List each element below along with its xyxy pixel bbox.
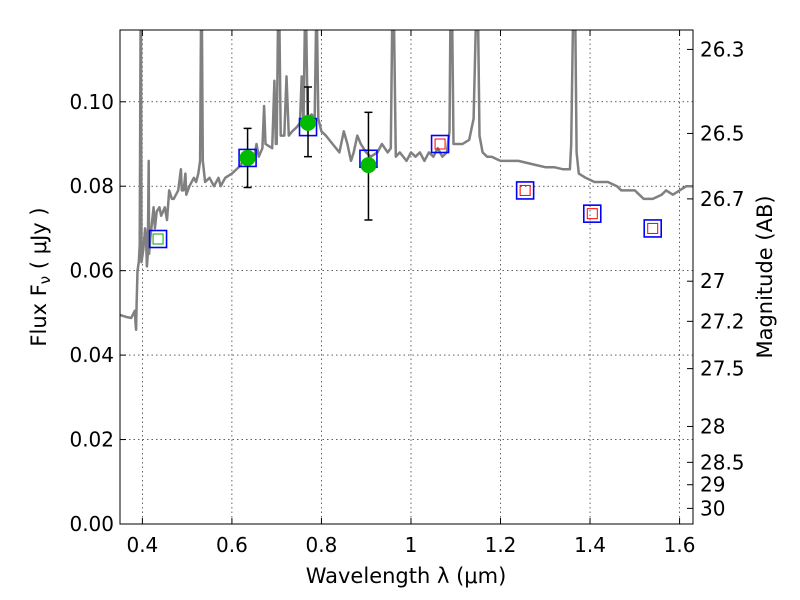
y-tick-label: 0.06 (69, 259, 114, 283)
y-tick-label: 0.10 (69, 90, 114, 114)
observed-flux-marker (647, 222, 659, 234)
right-tick-label: 26.7 (700, 187, 745, 211)
measured-flux-point (239, 149, 256, 166)
y-tick-label: 0.02 (69, 428, 114, 452)
measured-flux-point (300, 114, 317, 131)
template-spectrum-line (120, 30, 693, 332)
y-tick-label: 0.00 (69, 512, 114, 536)
right-tick-label: 26.3 (700, 37, 745, 61)
detection-limit-marker (152, 233, 164, 245)
observed-flux-marker (586, 208, 598, 220)
right-tick-label: 27 (700, 269, 725, 293)
x-tick-label: 0.8 (306, 533, 338, 557)
right-tick-label: 30 (700, 496, 725, 520)
plot-area (120, 30, 693, 332)
right-tick-label: 29 (700, 473, 725, 497)
right-tick-label: 27.2 (700, 309, 745, 333)
x-tick-label: 0.4 (126, 533, 158, 557)
right-tick-label: 28.5 (700, 450, 745, 474)
model-flux-marker (643, 219, 663, 238)
y-tick-label: 0.08 (69, 174, 114, 198)
y-axis-label-left-sub: ν (36, 276, 54, 284)
x-tick-label: 0.6 (216, 533, 248, 557)
x-axis-label: Wavelength λ (μm) (306, 564, 507, 588)
x-tick-label: 1 (405, 533, 418, 557)
model-flux-marker (430, 134, 450, 154)
y-tick-label: 0.04 (69, 343, 114, 367)
plot-frame (119, 29, 694, 525)
model-flux-marker (582, 204, 602, 223)
y-axis-label-left: Flux Fν ( μJy ) (27, 207, 54, 346)
x-tick-label: 1.2 (485, 533, 517, 557)
model-flux-marker (515, 181, 535, 200)
model-flux-marker (148, 229, 168, 249)
measured-flux-point (360, 157, 377, 174)
right-tick-label: 27.5 (700, 357, 745, 381)
x-tick-label: 1.6 (664, 533, 696, 557)
observed-flux-marker (434, 138, 446, 150)
data-layer (120, 30, 693, 332)
grid (120, 30, 693, 525)
right-tick-label: 26.5 (700, 121, 745, 145)
y-axis-label-left-main: Flux F (27, 284, 51, 346)
ticks: 0.4 0.6 0.8 1 1.2 1.4 1.6 0.00 0.02 0.04 0.06 0.08 0… (69, 30, 745, 557)
y-axis-label-left-unit: ( μJy ) (27, 207, 51, 275)
y-axis-label-right: Magnitude (AB) (753, 195, 777, 358)
observed-flux-marker (519, 184, 531, 196)
right-tick-label: 28 (700, 414, 725, 438)
x-tick-label: 1.4 (574, 533, 606, 557)
svg-text:Flux Fν ( μJy ): Flux Fν ( μJy ) (27, 207, 54, 346)
